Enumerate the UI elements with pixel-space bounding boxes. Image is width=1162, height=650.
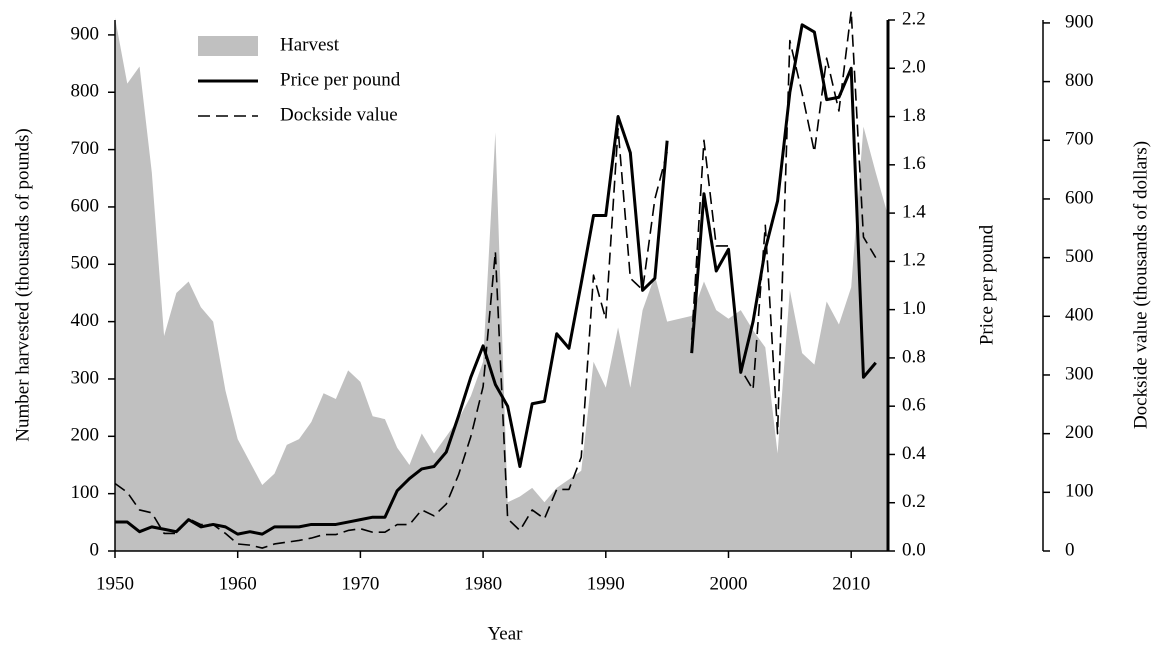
y3-tick-label: 600	[1065, 187, 1094, 208]
y-tick-label: 0	[90, 539, 100, 560]
legend-swatch	[198, 36, 258, 56]
y-tick-label: 100	[71, 482, 100, 503]
x-tick-label: 1990	[587, 573, 625, 594]
y2-tick-label: 0.0	[902, 539, 926, 560]
y2-tick-label: 1.0	[902, 298, 926, 319]
legend-label: Dockside value	[280, 104, 398, 125]
y2-tick-label: 1.4	[902, 201, 926, 222]
x-tick-label: 1970	[341, 573, 379, 594]
y3-tick-label: 900	[1065, 11, 1094, 32]
y-tick-label: 900	[71, 23, 100, 44]
y3-tick-label: 700	[1065, 129, 1094, 150]
y2-tick-label: 2.2	[902, 8, 926, 29]
y3-tick-label: 200	[1065, 422, 1094, 443]
y2-tick-label: 1.2	[902, 250, 926, 271]
y3-tick-label: 500	[1065, 246, 1094, 267]
y2-tick-label: 1.6	[902, 153, 926, 174]
dockside-line	[114, 10, 877, 549]
y2-tick-label: 1.8	[902, 105, 926, 126]
y-tick-label: 200	[71, 425, 100, 446]
y2-tick-label: 2.0	[902, 57, 926, 78]
y3-tick-label: 800	[1065, 70, 1094, 91]
y3-tick-label: 300	[1065, 363, 1094, 384]
x-tick-label: 1980	[464, 573, 502, 594]
y3-axis-label: Dockside value (thousands of dollars)	[1130, 141, 1151, 429]
y-tick-label: 400	[71, 310, 100, 331]
x-tick-label: 1950	[96, 573, 134, 594]
y-tick-label: 300	[71, 367, 100, 388]
y3-tick-label: 400	[1065, 305, 1094, 326]
legend-label: Price per pound	[280, 69, 401, 90]
x-tick-label: 1960	[219, 573, 257, 594]
y2-axis-label: Price per pound	[976, 224, 997, 345]
price-line	[115, 23, 877, 536]
y2-tick-label: 0.6	[902, 395, 926, 416]
y2-tick-label: 0.4	[902, 443, 926, 464]
y-axis-label: Number harvested (thousands of pounds)	[12, 128, 33, 441]
y-tick-label: 500	[71, 253, 100, 274]
y-tick-label: 800	[71, 81, 100, 102]
x-tick-label: 2000	[709, 573, 747, 594]
legend-label: Harvest	[280, 34, 340, 55]
y-tick-label: 600	[71, 195, 100, 216]
y-tick-label: 700	[71, 138, 100, 159]
y3-tick-label: 0	[1065, 539, 1075, 560]
harvest-area	[115, 17, 888, 552]
x-axis-label: Year	[487, 623, 523, 644]
y3-tick-label: 100	[1065, 481, 1094, 502]
y2-tick-label: 0.8	[902, 346, 926, 367]
y2-tick-label: 0.2	[902, 491, 926, 512]
x-tick-label: 2010	[832, 573, 870, 594]
